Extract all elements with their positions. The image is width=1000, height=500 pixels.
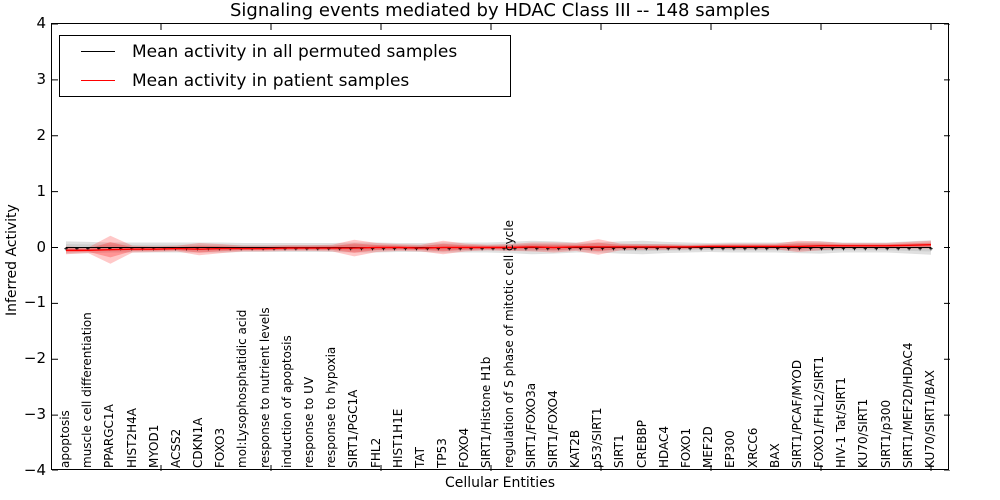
legend-label-patient: Mean activity in patient samples — [132, 70, 410, 91]
x-tick-label: response to UV — [301, 376, 316, 468]
x-tick-label: BAX — [767, 443, 782, 468]
patient-std-band — [66, 235, 931, 264]
x-tick-label: induction of apoptosis — [279, 335, 294, 468]
x-tick-label: apoptosis — [58, 410, 72, 468]
x-tick-label: KAT2B — [568, 429, 583, 468]
x-tick-label: p53/SIRT1 — [590, 407, 605, 468]
x-tick-label: MYOD1 — [146, 424, 161, 468]
x-tick-label: response to nutrient levels — [257, 307, 272, 468]
x-tick-label: FHL2 — [368, 437, 383, 468]
x-tick-label: SIRT1 — [612, 434, 627, 468]
x-tick-label: muscle cell differentiation — [80, 312, 95, 468]
x-tick-label: TP53 — [435, 438, 450, 468]
y-tick-label: −1 — [23, 293, 46, 312]
y-tick-label: 4 — [36, 14, 46, 32]
legend: Mean activity in all permuted samples Me… — [59, 35, 511, 97]
x-tick-label: regulation of S phase of mitotic cell cy… — [501, 220, 516, 468]
x-tick-label: PPARGC1A — [102, 404, 117, 468]
y-tick-label: −2 — [23, 349, 46, 368]
x-tick-label: TAT — [412, 446, 427, 468]
x-tick-label: SIRT1/PGC1A — [346, 389, 361, 468]
x-tick-label: FOXO1/FHL2/SIRT1 — [812, 355, 827, 468]
x-tick-label: XRCC6 — [745, 427, 760, 468]
patient-line-swatch — [81, 80, 115, 81]
x-tick-label: HIST1H1E — [390, 408, 405, 468]
axis-tick-marks — [52, 24, 950, 471]
plot-svg — [52, 24, 950, 471]
legend-row-patient: Mean activity in patient samples — [60, 66, 510, 95]
x-tick-label: SIRT1/MEF2D/HDAC4 — [900, 342, 915, 468]
legend-label-permuted: Mean activity in all permuted samples — [132, 41, 458, 62]
x-tick-label: FOXO4 — [457, 427, 472, 468]
x-tick-label: CREBBP — [634, 420, 649, 468]
y-tick-label: −3 — [23, 405, 46, 424]
permuted-line-swatch — [81, 51, 115, 52]
x-tick-label: EP300 — [723, 430, 738, 468]
x-tick-label: CDKN1A — [191, 417, 206, 468]
y-tick-label: 0 — [36, 237, 46, 256]
x-tick-label: SIRT1/FOXO4 — [545, 390, 560, 468]
x-tick-label: SIRT1/p300 — [878, 399, 893, 468]
x-tick-label: SIRT1/Histone H1b — [479, 356, 494, 468]
x-tick-label: FOXO3 — [213, 427, 228, 468]
x-tick-label: KU70/SIRT1 — [856, 398, 871, 468]
chart-title: Signaling events mediated by HDAC Class … — [229, 0, 771, 21]
x-tick-label: mol:Lysophosphatidic acid — [235, 309, 250, 468]
x-tick-label: response to hypoxia — [324, 346, 339, 468]
x-tick-label: SIRT1/PCAF/MYOD — [789, 359, 804, 468]
plot-area: apoptosis muscle cell differentiation PPAR… — [51, 23, 950, 471]
x-tick-label: KU70/SIRT1/BAX — [923, 370, 937, 468]
y-tick-label: 3 — [36, 69, 46, 88]
x-tick-label: HIV-1 Tat/SIRT1 — [834, 377, 849, 468]
x-tick-label: ACSS2 — [168, 428, 183, 468]
y-tick-label: 1 — [36, 181, 46, 200]
x-tick-label: FOXO1 — [679, 427, 694, 468]
x-axis-label: Cellular Entities — [444, 475, 556, 491]
x-tick-label: SIRT1/FOXO3a — [523, 382, 538, 468]
y-tick-label: −4 — [23, 461, 46, 479]
x-tick-label: MEF2D — [701, 426, 716, 468]
x-tick-label: HDAC4 — [656, 425, 671, 468]
x-tick-label: HIST2H4A — [124, 407, 139, 468]
y-tick-label: 2 — [36, 125, 46, 144]
patient-mean-line — [66, 244, 932, 252]
legend-row-permuted: Mean activity in all permuted samples — [60, 37, 510, 66]
